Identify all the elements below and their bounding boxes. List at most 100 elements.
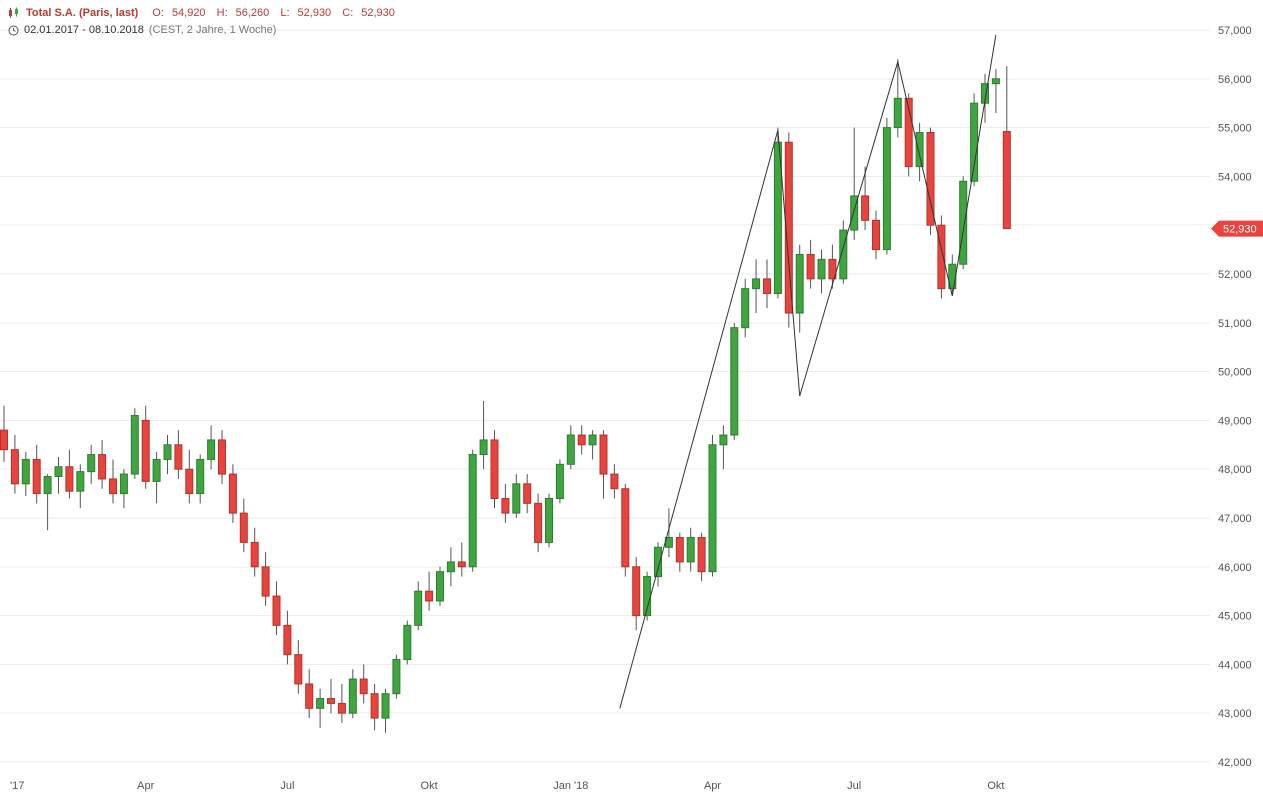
- candle[interactable]: [719, 434, 728, 446]
- candle[interactable]: [54, 466, 63, 478]
- candle[interactable]: [763, 278, 771, 295]
- candle[interactable]: [392, 659, 401, 695]
- candle[interactable]: [479, 439, 488, 456]
- candle[interactable]: [327, 698, 335, 704]
- candle[interactable]: [817, 258, 826, 280]
- candle[interactable]: [130, 415, 139, 475]
- candle[interactable]: [436, 571, 444, 602]
- candle[interactable]: [32, 458, 41, 495]
- candle[interactable]: [904, 97, 913, 168]
- candle[interactable]: [784, 141, 793, 314]
- candle[interactable]: [305, 683, 314, 709]
- candle[interactable]: [959, 180, 968, 265]
- candle[interactable]: [588, 434, 597, 446]
- candle[interactable]: [730, 327, 739, 436]
- candle[interactable]: [981, 83, 989, 104]
- candle[interactable]: [196, 458, 205, 495]
- candle[interactable]: [76, 471, 85, 492]
- candle[interactable]: [501, 497, 510, 514]
- candle[interactable]: [228, 473, 237, 514]
- candle[interactable]: [119, 473, 128, 495]
- candle[interactable]: [599, 434, 608, 475]
- candle[interactable]: [10, 449, 19, 485]
- candle[interactable]: [937, 224, 946, 290]
- candle[interactable]: [65, 466, 74, 492]
- candle[interactable]: [446, 561, 455, 573]
- candle[interactable]: [512, 483, 521, 514]
- candle[interactable]: [861, 195, 870, 221]
- candle[interactable]: [218, 439, 226, 475]
- candle[interactable]: [850, 195, 859, 231]
- candle[interactable]: [414, 590, 423, 626]
- candle[interactable]: [381, 693, 390, 719]
- clock-icon: [8, 25, 19, 35]
- candle[interactable]: [839, 229, 848, 280]
- candle[interactable]: [882, 127, 891, 251]
- candle[interactable]: [577, 434, 586, 446]
- candle[interactable]: [555, 463, 564, 499]
- y-axis-label: 52,000: [1218, 269, 1252, 281]
- candle[interactable]: [490, 439, 499, 499]
- candle[interactable]: [523, 483, 532, 504]
- candle[interactable]: [828, 258, 837, 280]
- candle[interactable]: [185, 468, 194, 495]
- candle[interactable]: [370, 693, 379, 719]
- candle[interactable]: [566, 434, 575, 465]
- candle[interactable]: [795, 253, 804, 314]
- candle[interactable]: [272, 595, 281, 626]
- candle[interactable]: [915, 131, 924, 168]
- candle[interactable]: [0, 429, 8, 451]
- candle[interactable]: [98, 454, 107, 480]
- candle[interactable]: [109, 478, 117, 495]
- candle[interactable]: [294, 654, 303, 685]
- candle[interactable]: [152, 458, 161, 482]
- candle[interactable]: [1002, 131, 1011, 230]
- candle[interactable]: [283, 624, 292, 656]
- candle[interactable]: [610, 473, 619, 490]
- candle[interactable]: [741, 288, 750, 329]
- candle[interactable]: [250, 541, 259, 568]
- candle[interactable]: [261, 566, 270, 597]
- trendline[interactable]: [619, 34, 997, 709]
- candle[interactable]: [316, 698, 325, 709]
- candle[interactable]: [359, 678, 368, 695]
- x-axis-label: Apr: [704, 780, 721, 792]
- candle[interactable]: [43, 476, 52, 495]
- y-axis-label: 57,000: [1218, 25, 1252, 37]
- candle[interactable]: [337, 702, 346, 714]
- candle[interactable]: [970, 102, 979, 182]
- y-axis-label: 44,000: [1218, 659, 1252, 671]
- candle[interactable]: [632, 566, 641, 617]
- candle[interactable]: [207, 439, 216, 460]
- candle[interactable]: [621, 488, 630, 568]
- y-axis-label: 42,000: [1218, 757, 1252, 769]
- candle[interactable]: [675, 537, 684, 563]
- candle[interactable]: [87, 454, 96, 473]
- candle[interactable]: [545, 497, 553, 543]
- candle[interactable]: [872, 219, 880, 251]
- open-value: 54,920: [171, 7, 206, 19]
- candle[interactable]: [403, 624, 412, 661]
- candle[interactable]: [654, 546, 662, 578]
- candle[interactable]: [806, 253, 815, 280]
- candle[interactable]: [708, 444, 717, 573]
- candle[interactable]: [893, 97, 902, 129]
- candle[interactable]: [773, 141, 782, 295]
- candle[interactable]: [468, 454, 477, 568]
- candle[interactable]: [348, 678, 357, 714]
- candle[interactable]: [534, 502, 543, 543]
- candle[interactable]: [141, 419, 150, 482]
- candle[interactable]: [174, 444, 183, 470]
- close-value: 52,930: [361, 7, 395, 19]
- candle[interactable]: [752, 278, 761, 290]
- candle[interactable]: [457, 561, 466, 568]
- candle[interactable]: [425, 590, 434, 602]
- candle[interactable]: [163, 444, 172, 460]
- candle[interactable]: [686, 537, 695, 563]
- candle[interactable]: [991, 78, 1000, 85]
- candle[interactable]: [239, 512, 248, 543]
- candle[interactable]: [697, 537, 706, 573]
- candle[interactable]: [926, 131, 935, 226]
- candle[interactable]: [21, 458, 30, 485]
